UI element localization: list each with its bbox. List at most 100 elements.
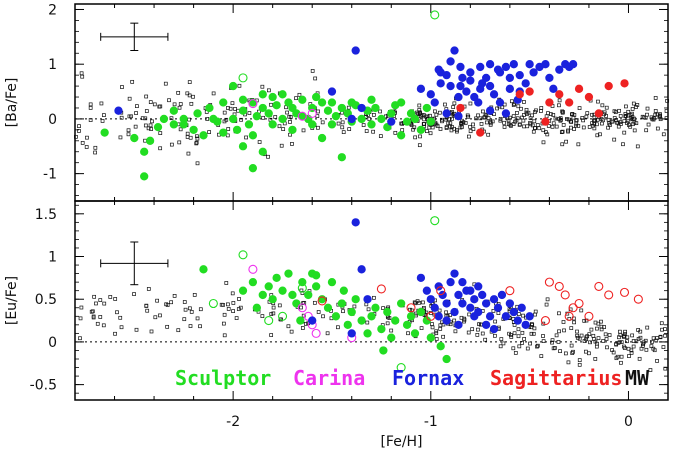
- point-carina: [297, 111, 307, 121]
- mw-point: [562, 328, 566, 333]
- mw-point: [158, 104, 163, 109]
- mw-point: [412, 300, 417, 305]
- mw-point: [417, 103, 422, 108]
- point-fornax: [521, 79, 530, 88]
- mw-point: [580, 116, 585, 120]
- mw-point: [498, 116, 503, 121]
- point-sagittarius: [555, 90, 564, 99]
- mw-point: [651, 346, 656, 351]
- mw-point: [177, 140, 182, 145]
- mw-point: [588, 340, 592, 345]
- point-fornax: [442, 109, 451, 118]
- point-sculptor: [272, 101, 281, 110]
- mw-point: [575, 335, 580, 340]
- mw-point: [566, 129, 570, 134]
- mw-point: [176, 90, 181, 95]
- point-sculptor: [331, 112, 341, 121]
- point-fornax: [481, 73, 491, 83]
- mw-point: [336, 325, 340, 330]
- mw-point: [182, 300, 187, 304]
- mw-point: [541, 140, 546, 145]
- mw-point: [177, 105, 182, 110]
- mw-point: [77, 124, 81, 129]
- mw-point: [539, 106, 544, 110]
- mw-point: [584, 114, 589, 119]
- mw-point: [238, 305, 243, 310]
- point-sculptor: [347, 98, 356, 107]
- mw-point: [546, 124, 551, 128]
- mw-point: [85, 135, 89, 140]
- mw-point: [484, 113, 489, 118]
- point-sagittarius: [565, 98, 574, 107]
- point-fornax: [426, 90, 435, 99]
- point-fornax: [495, 98, 505, 107]
- mw-point: [434, 337, 439, 341]
- point-sagittarius: [541, 117, 550, 126]
- point-fornax: [456, 62, 465, 72]
- mw-point: [659, 321, 664, 326]
- point-sculptor: [292, 299, 301, 308]
- point-fornax: [450, 46, 459, 55]
- mw-point: [341, 309, 345, 314]
- mw-point: [654, 338, 659, 343]
- mw-point: [595, 133, 600, 138]
- mw-point: [115, 310, 119, 315]
- mw-point: [94, 301, 98, 306]
- mw-point: [533, 110, 537, 114]
- mw-point: [593, 357, 598, 361]
- mw-point: [587, 125, 592, 129]
- point-fornax: [450, 307, 459, 317]
- mw-point: [466, 114, 471, 119]
- mw-point: [622, 119, 627, 124]
- point-sculptor: [228, 114, 238, 124]
- mw-point: [178, 102, 183, 106]
- mw-point: [425, 129, 429, 134]
- mw-point: [579, 333, 584, 338]
- mw-point: [519, 106, 523, 111]
- point-sculptor: [312, 92, 321, 102]
- point-sculptor: [317, 133, 327, 143]
- mw-point: [226, 307, 231, 311]
- mw-point: [316, 125, 320, 130]
- mw-point: [621, 142, 625, 147]
- mw-point: [438, 323, 443, 328]
- point-sculptor: [337, 153, 346, 162]
- mw-point: [169, 142, 174, 147]
- point-sculptor: [153, 122, 163, 132]
- mw-point: [443, 102, 447, 107]
- mw-point: [279, 143, 284, 148]
- mw-point: [158, 313, 162, 318]
- mw-point: [182, 317, 187, 322]
- mw-point: [621, 334, 626, 339]
- mw-point: [517, 344, 522, 349]
- point-sculptor: [288, 290, 297, 300]
- mw-point: [313, 76, 318, 81]
- mw-point: [509, 99, 514, 104]
- mw-point: [572, 320, 576, 325]
- mw-point: [502, 120, 506, 125]
- mw-point: [520, 341, 524, 345]
- mw-point: [516, 104, 521, 109]
- mw-point: [155, 298, 159, 303]
- mw-point: [205, 117, 210, 121]
- mw-point: [198, 324, 202, 329]
- point-fornax: [454, 290, 463, 300]
- mw-point: [522, 100, 526, 104]
- mw-point: [419, 326, 424, 330]
- mw-point: [149, 329, 154, 334]
- mw-point: [301, 313, 306, 318]
- point-fornax: [466, 286, 475, 295]
- point-fornax: [450, 269, 459, 278]
- mw-point: [146, 287, 151, 291]
- point-sculptor: [406, 109, 416, 118]
- mw-point: [244, 135, 248, 140]
- mw-point: [393, 130, 398, 135]
- mw-point: [422, 113, 426, 118]
- mw-point: [572, 127, 576, 131]
- mw-point: [604, 105, 609, 110]
- mw-point: [516, 327, 521, 332]
- mw-point: [372, 295, 376, 300]
- mw-point: [653, 96, 658, 100]
- point-sagittarius: [476, 128, 485, 137]
- point-fornax: [470, 295, 479, 304]
